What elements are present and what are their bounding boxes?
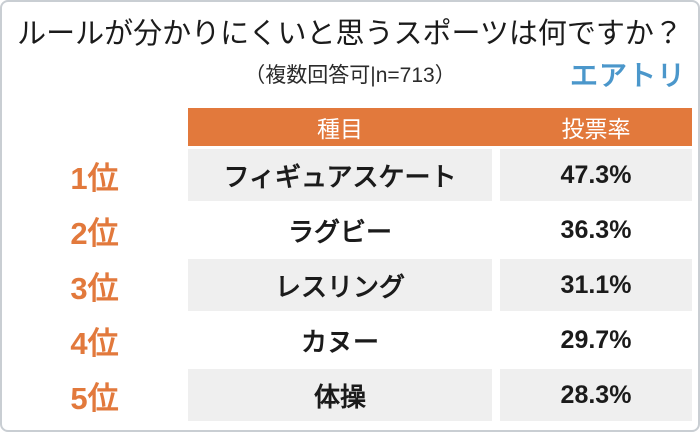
rate-cell: 29.7%	[500, 314, 692, 366]
rate-cell: 31.1%	[500, 259, 692, 311]
sport-cell: カヌー	[188, 314, 492, 366]
column-header-sport: 種目	[317, 116, 363, 142]
brand-logo: エアトリ	[569, 60, 686, 91]
sport-cell: ラグビー	[188, 204, 492, 256]
table-row: レスリング 31.1%	[188, 259, 692, 311]
rate-cell: 36.3%	[500, 204, 692, 256]
rank-label-2: 2位	[70, 215, 119, 251]
table-header: 種目 投票率	[188, 108, 692, 146]
rate-cell: 47.3%	[500, 149, 692, 201]
rank-label-4: 4位	[70, 325, 119, 361]
table-row: ラグビー 36.3%	[188, 204, 692, 256]
column-header-rate: 投票率	[561, 116, 631, 142]
survey-note: （複数回答可|n=713）	[244, 64, 456, 87]
rank-label-1: 1位	[70, 160, 119, 196]
sport-cell: 体操	[188, 369, 492, 421]
table-row: フィギュアスケート 47.3%	[188, 149, 692, 201]
page-title: ルールが分かりにくいと思うスポーツは何ですか？	[17, 18, 683, 50]
rate-cell: 28.3%	[500, 369, 692, 421]
ranking-table: 種目 投票率 フィギュアスケート 47.3% ラグビー 36.3% レスリング …	[188, 108, 692, 421]
table-row: 体操 28.3%	[188, 369, 692, 421]
rank-column: 1位 2位 3位 4位 5位	[22, 149, 167, 424]
sport-cell: レスリング	[188, 259, 492, 311]
table-row: カヌー 29.7%	[188, 314, 692, 366]
rank-label-5: 5位	[70, 380, 119, 416]
rank-label-3: 3位	[70, 270, 119, 306]
sport-cell: フィギュアスケート	[188, 149, 492, 201]
